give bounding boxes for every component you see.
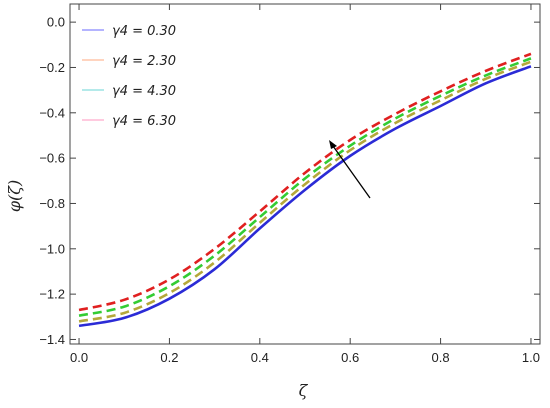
x-axis-label: ζ bbox=[299, 381, 309, 400]
legend-label-4: γ4 = 6.30 bbox=[112, 114, 176, 129]
x-tick-label: 0.8 bbox=[432, 350, 450, 365]
legend-label-1: γ4 = 0.30 bbox=[112, 24, 176, 39]
x-tick-label: 0.6 bbox=[341, 350, 359, 365]
y-tick-label: −1.4 bbox=[39, 332, 65, 347]
legend: γ4 = 0.30 γ4 = 2.30 γ4 = 4.30 γ4 = 6.30 bbox=[82, 24, 176, 129]
y-axis-label: φ(ζ) bbox=[5, 180, 24, 212]
series-line-4 bbox=[78, 52, 532, 312]
series-line-1 bbox=[78, 65, 532, 328]
legend-label-2: γ4 = 2.30 bbox=[112, 54, 176, 69]
y-tick-label: −0.2 bbox=[39, 60, 65, 75]
y-tick-label: −1.0 bbox=[39, 241, 65, 256]
axis-ticks: 0.0 0.2 0.4 0.6 0.8 1.0 0.0 −0.2 −0.4 −0.6 −0.8 −1.… bbox=[39, 4, 540, 365]
x-tick-label: 0.0 bbox=[70, 350, 88, 365]
y-tick-label: −0.4 bbox=[39, 105, 65, 120]
legend-label-3: γ4 = 4.30 bbox=[112, 84, 176, 99]
y-tick-label: −1.2 bbox=[39, 287, 65, 302]
trend-arrow bbox=[329, 140, 371, 199]
x-tick-label: 0.4 bbox=[251, 350, 269, 365]
series-line-3 bbox=[78, 57, 532, 317]
plot-frame bbox=[69, 3, 541, 345]
x-tick-label: 1.0 bbox=[522, 350, 540, 365]
y-tick-label: 0.0 bbox=[47, 15, 65, 30]
series-lines bbox=[78, 52, 532, 328]
y-tick-label: −0.8 bbox=[39, 196, 65, 211]
y-tick-label: −0.6 bbox=[39, 151, 65, 166]
x-tick-label: 0.2 bbox=[160, 350, 178, 365]
series-line-2 bbox=[78, 60, 532, 323]
